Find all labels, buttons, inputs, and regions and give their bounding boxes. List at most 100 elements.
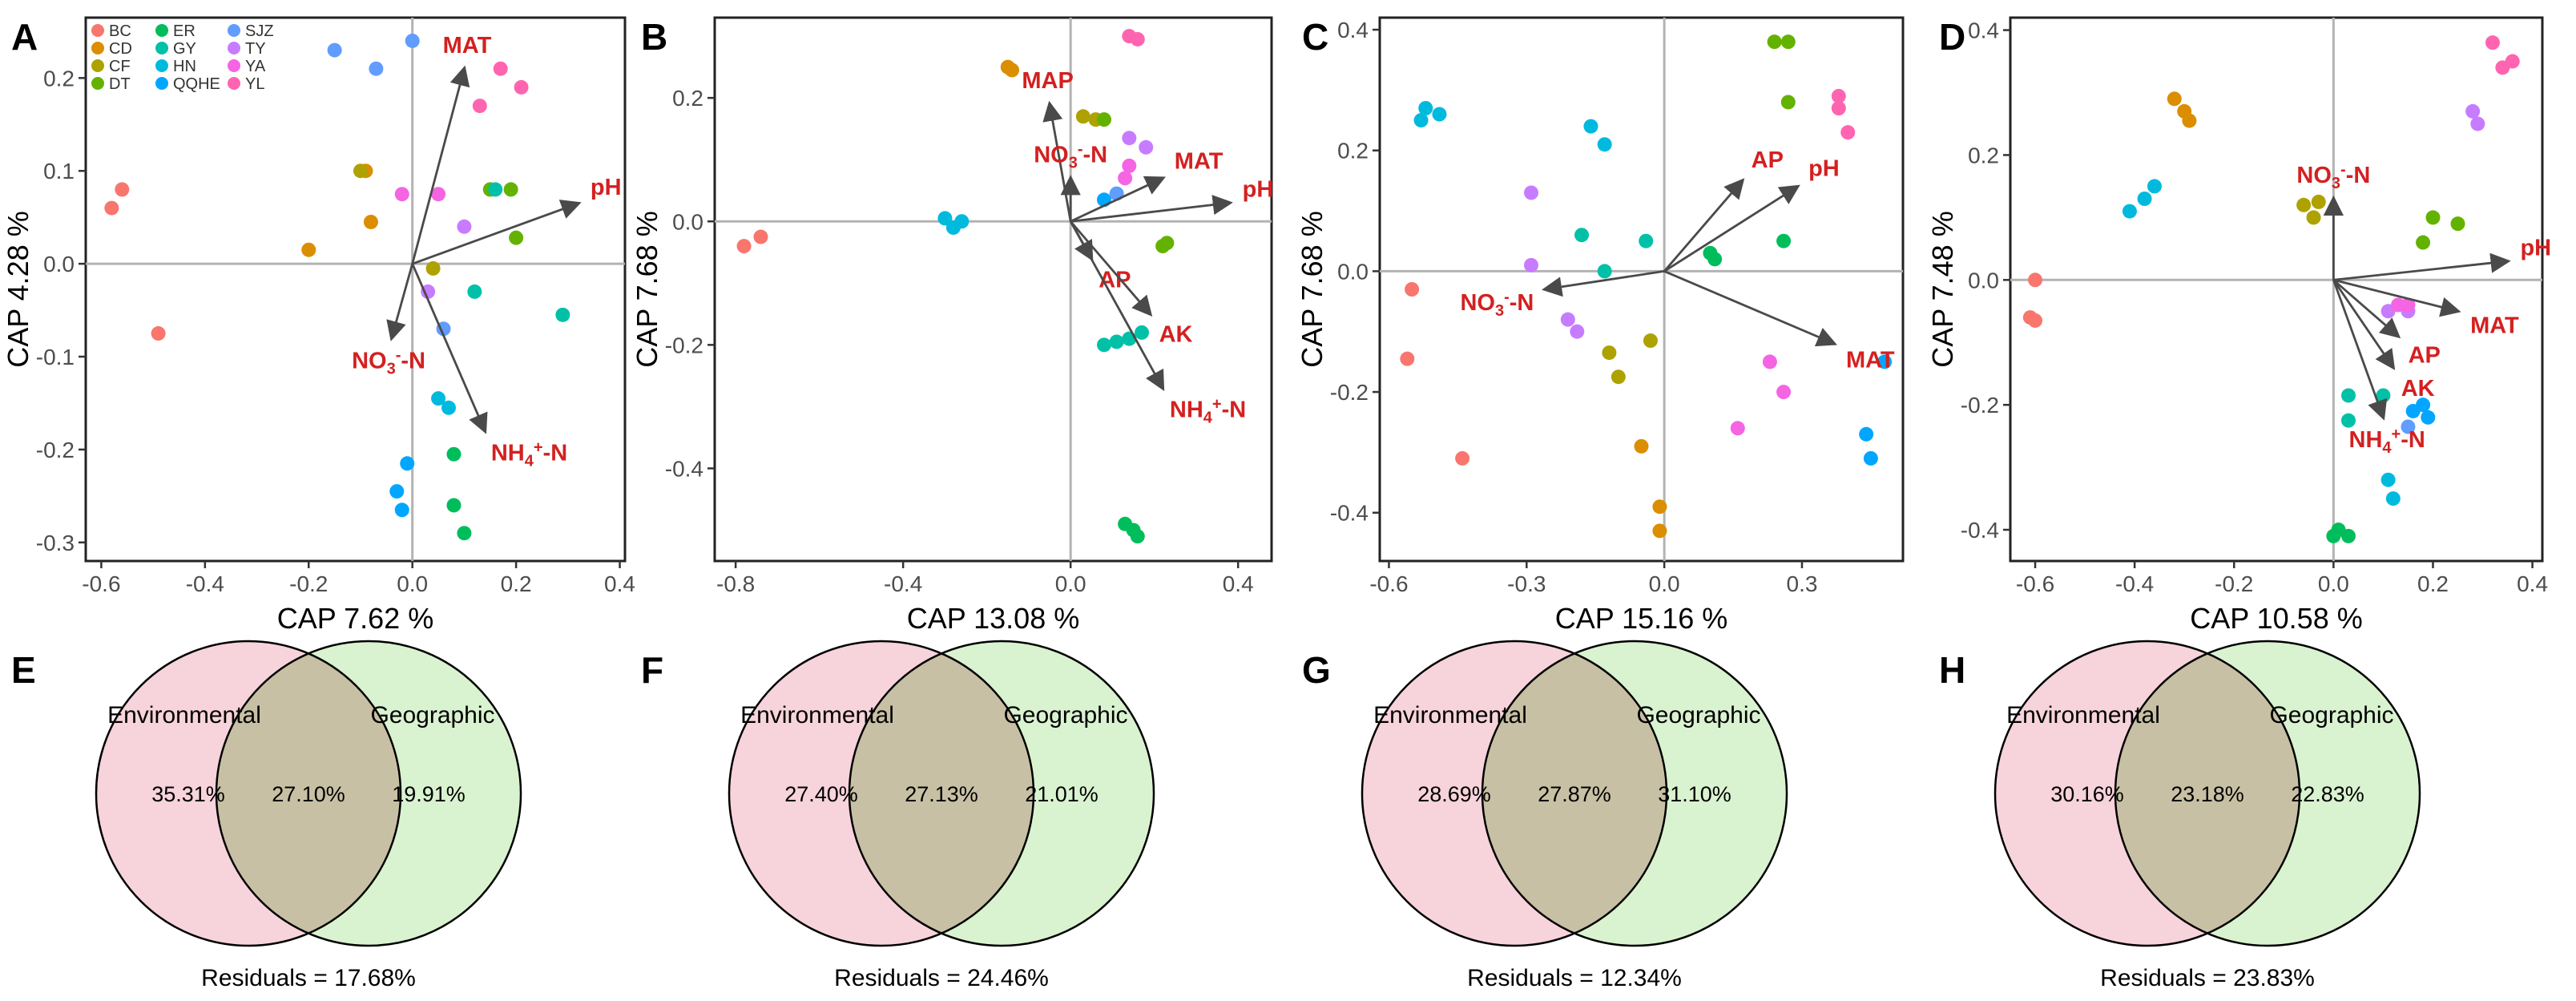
x-tick-label: 0.0 xyxy=(2318,571,2349,596)
venn-overlap xyxy=(2115,641,2300,946)
legend-label-QQHE: QQHE xyxy=(173,75,220,93)
venn-geographic-outline xyxy=(1481,640,1788,947)
data-point-YA xyxy=(431,187,446,202)
x-tick-label: 0.0 xyxy=(1055,571,1086,596)
data-point-CD xyxy=(1652,499,1667,515)
data-point-QQHE xyxy=(1877,354,1893,369)
vector-arrow xyxy=(2332,279,2401,339)
data-point-YA xyxy=(1118,171,1133,186)
venn-overlap-value: 23.18% xyxy=(2171,782,2244,806)
data-point-TY xyxy=(1560,312,1575,327)
data-point-YA xyxy=(2391,297,2406,313)
data-point-HN xyxy=(431,391,446,406)
data-point-YL xyxy=(514,79,529,95)
data-point-YA xyxy=(1762,354,1777,369)
venn-left-value: 27.40% xyxy=(784,782,858,806)
vector-arrow xyxy=(2332,279,2396,370)
data-point-YL xyxy=(2505,54,2520,69)
legend-swatch-YA xyxy=(228,59,240,72)
data-point-TY xyxy=(2470,116,2485,131)
vector-arrow xyxy=(411,263,488,434)
data-point-HN xyxy=(2385,491,2401,507)
x-axis-label: CAP 10.58 % xyxy=(2190,602,2362,635)
y-axis-label: CAP 7.68 % xyxy=(1296,211,1328,367)
legend-label-CF: CF xyxy=(109,58,131,75)
x-tick-label: -0.2 xyxy=(2215,571,2253,596)
venn-overlap xyxy=(849,641,1034,946)
data-point-GY xyxy=(1597,264,1612,279)
vector-arrow xyxy=(1070,176,1166,223)
arrow-label: MAP xyxy=(1022,68,1073,94)
y-tick-label: -0.4 xyxy=(1330,501,1369,526)
data-point-CD xyxy=(2182,113,2197,128)
y-axis-label: CAP 7.68 % xyxy=(631,211,663,367)
y-tick-label: 0.1 xyxy=(43,159,75,184)
data-point-YA xyxy=(394,187,409,202)
y-tick-label: 0.4 xyxy=(1968,18,1999,43)
scatter-panel-B: B -0.8 -0.4 0.0 0.4 -0.4 -0.2 0.0 0.2 CAP 13.08 %… xyxy=(631,16,1273,635)
vector-arrow xyxy=(1069,220,1165,391)
data-point-DT xyxy=(2450,216,2465,232)
data-point-DT xyxy=(1780,95,1796,110)
plot-frame xyxy=(84,16,627,563)
data-point-GY xyxy=(1574,228,1590,243)
arrow-label: NO3--N xyxy=(2296,161,2370,192)
legend-swatch-HN xyxy=(155,59,168,72)
data-point-ER xyxy=(1703,245,1718,260)
data-point-BC xyxy=(2028,313,2043,328)
data-point-CD xyxy=(2167,91,2182,107)
venn-overlap-value: 27.13% xyxy=(905,782,978,806)
data-point-CF xyxy=(1611,369,1626,385)
data-point-CF xyxy=(425,260,441,276)
data-point-DT xyxy=(509,230,524,245)
scatter-panels: A -0.6 -0.4 -0.2 0.0 0.2 0.4 -0.3 -0.2 -0.1 0.0 0.1… xyxy=(2,16,2551,635)
data-point-CD xyxy=(301,242,316,257)
data-point-QQHE xyxy=(389,484,405,499)
y-tick-label: 0.2 xyxy=(43,66,75,91)
venn-left-label: Environmental xyxy=(107,702,261,729)
venn-right-label: Geographic xyxy=(1636,702,1760,729)
vector-arrow xyxy=(411,65,470,264)
vector-arrow xyxy=(1070,195,1233,223)
data-point-GY xyxy=(467,284,482,299)
legend-swatch-DT xyxy=(91,77,104,90)
venn-panels: E Environmental Geographic 35.31% 27.10% 19.9… xyxy=(11,640,2421,991)
scatter-panel-D: D -0.6 -0.4 -0.2 0.0 0.2 0.4 -0.4 -0.2 0.0 0.2 0.4 C… xyxy=(1926,16,2551,635)
data-point-HN xyxy=(1413,113,1429,128)
data-point-HN xyxy=(937,211,953,226)
legend-label-CD: CD xyxy=(109,40,132,58)
panel-letter: G xyxy=(1302,649,1331,691)
scatter-panel-A: A -0.6 -0.4 -0.2 0.0 0.2 0.4 -0.3 -0.2 -0.1 0.0 0.1… xyxy=(2,16,635,635)
legend-label-BC: BC xyxy=(109,22,131,40)
data-point-BC xyxy=(1455,450,1470,466)
data-point-DT xyxy=(2416,235,2431,250)
data-point-DT xyxy=(1767,34,1782,50)
data-point-HN xyxy=(1418,101,1433,115)
legend-label-ER: ER xyxy=(173,22,196,40)
x-tick-label: 0.4 xyxy=(2517,571,2548,596)
venn-left-label: Environmental xyxy=(2006,702,2160,729)
venn-panel-E: E Environmental Geographic 35.31% 27.10% 19.9… xyxy=(11,640,522,991)
data-point-BC xyxy=(151,326,166,341)
venn-left-value: 28.69% xyxy=(1417,782,1491,806)
y-tick-label: 0.0 xyxy=(672,209,703,234)
venn-left-label: Environmental xyxy=(740,702,894,729)
arrow-label: NO3--N xyxy=(1034,140,1107,172)
data-point-DT xyxy=(2425,210,2441,225)
y-tick-label: 0.2 xyxy=(1968,143,1999,168)
panel-letter: H xyxy=(1939,649,1965,691)
data-point-HN xyxy=(1583,119,1598,134)
arrow-label: MAT xyxy=(443,33,492,59)
data-point-HN xyxy=(1597,137,1612,152)
legend-label-SJZ: SJZ xyxy=(245,22,274,40)
data-point-CF xyxy=(353,163,368,179)
venn-panel-H: H Environmental Geographic 30.16% 23.18% 22.8… xyxy=(1939,640,2421,991)
arrow-label: MAT xyxy=(1175,148,1223,174)
venn-geographic-outline xyxy=(848,640,1155,947)
data-point-BC xyxy=(2028,272,2043,288)
data-point-BC xyxy=(104,200,119,216)
data-point-CF xyxy=(1075,109,1090,124)
x-tick-label: -0.2 xyxy=(289,571,328,596)
venn-residuals: Residuals = 23.83% xyxy=(2100,965,2315,991)
data-point-BC xyxy=(1405,282,1420,297)
